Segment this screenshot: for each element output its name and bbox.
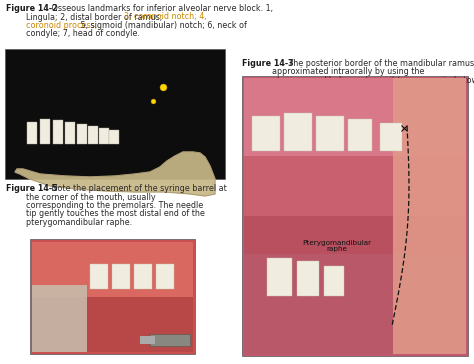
Text: approximated intraorally by using the: approximated intraorally by using the [272, 67, 424, 76]
Text: pterygomandibular raphe.: pterygomandibular raphe. [26, 218, 132, 227]
Bar [297, 261, 319, 296]
Bar [88, 126, 98, 144]
Bar [150, 334, 190, 346]
Bar [65, 122, 75, 144]
Bar [244, 78, 466, 216]
Bar [252, 116, 280, 151]
Bar [380, 123, 402, 151]
Bar [112, 264, 130, 289]
Text: The posterior border of the mandibular ramus can be: The posterior border of the mandibular r… [286, 59, 474, 68]
Text: Note the placement of the syringe barrel at: Note the placement of the syringe barrel… [49, 184, 227, 193]
Text: tip gently touches the most distal end of the: tip gently touches the most distal end o… [26, 210, 205, 218]
Bar [30, 239, 195, 354]
Bar [27, 122, 37, 144]
Text: Pterygomandibular
raphe: Pterygomandibular raphe [302, 240, 372, 253]
Text: condyle; 7, head of condyle.: condyle; 7, head of condyle. [26, 29, 140, 39]
Bar [242, 76, 468, 356]
Bar [267, 258, 292, 296]
Bar [244, 254, 466, 354]
Text: Osseous landmarks for inferior alveolar nerve block. 1,: Osseous landmarks for inferior alveolar … [49, 4, 273, 13]
Text: pterygomandibular raphe as it turns superiorly toward: pterygomandibular raphe as it turns supe… [272, 76, 474, 85]
Bar [109, 130, 119, 144]
Text: coronoid process;: coronoid process; [26, 21, 97, 30]
Polygon shape [15, 152, 215, 196]
Bar [90, 264, 108, 289]
Text: Figure 14-5: Figure 14-5 [6, 184, 58, 193]
Bar [284, 113, 312, 151]
Text: the corner of the mouth, usually: the corner of the mouth, usually [26, 193, 155, 202]
Bar [244, 216, 466, 354]
Text: Figure 14-3: Figure 14-3 [242, 59, 293, 68]
Text: Figure 14-2: Figure 14-2 [6, 4, 58, 13]
Text: corresponding to the premolars. The needle: corresponding to the premolars. The need… [26, 201, 203, 210]
Bar [32, 297, 193, 352]
Bar [393, 78, 466, 354]
Bar [53, 120, 63, 144]
Text: Lingula; 2, distal border of ramus;: Lingula; 2, distal border of ramus; [26, 12, 165, 21]
Bar [316, 116, 344, 151]
Text: 5, sigmoid (mandibular) notch; 6, neck of: 5, sigmoid (mandibular) notch; 6, neck o… [78, 21, 247, 30]
Bar [5, 49, 225, 179]
Bar [324, 266, 344, 296]
Bar [134, 264, 152, 289]
Bar [99, 128, 109, 144]
Bar [40, 119, 50, 144]
Bar [32, 242, 193, 297]
Bar [32, 285, 87, 352]
Bar [140, 336, 155, 344]
Bar [244, 78, 466, 156]
Bar [77, 124, 87, 144]
Bar [156, 264, 174, 289]
Bar [348, 119, 372, 151]
Text: the maxilla.: the maxilla. [272, 84, 319, 94]
Text: 3, coronoid notch; 4,: 3, coronoid notch; 4, [124, 12, 207, 21]
